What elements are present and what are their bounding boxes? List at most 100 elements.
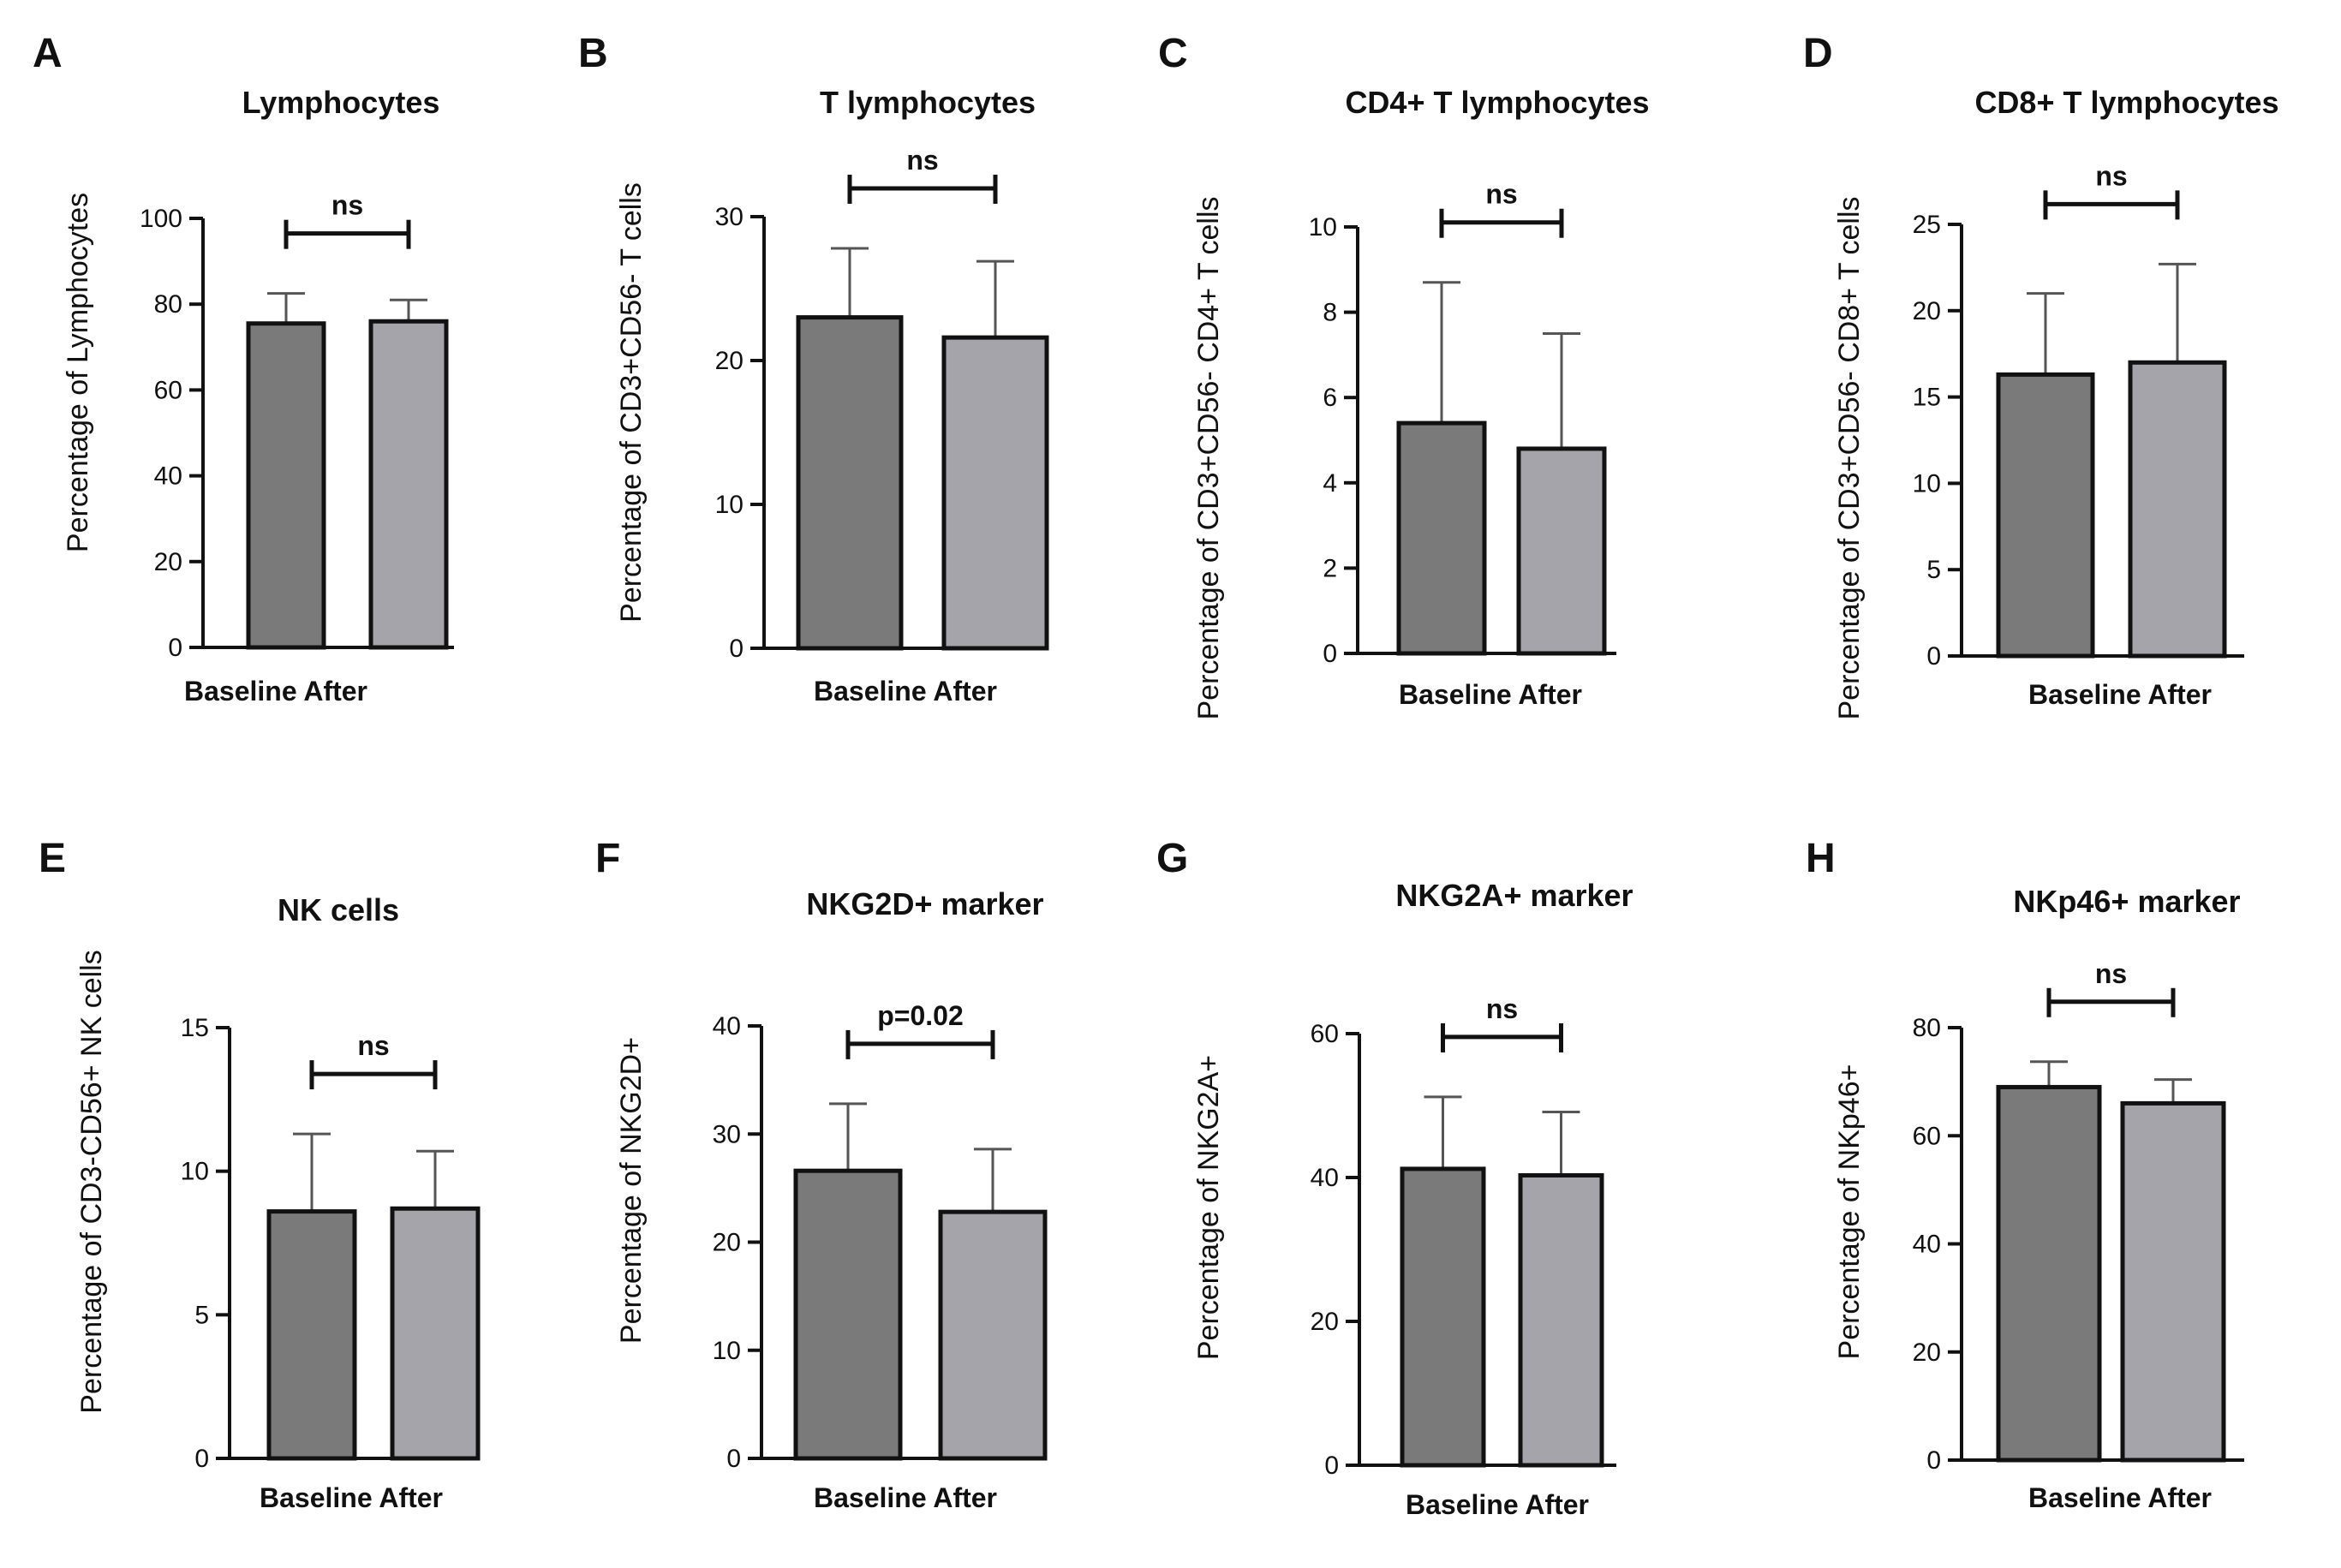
bar-after (2120, 1100, 2226, 1463)
y-tick-label: 100 (140, 205, 182, 233)
chart-title: CD4+ T lymphocytes (1345, 85, 1649, 120)
bar-baseline (796, 315, 904, 651)
y-tick-label: 25 (1913, 211, 1941, 239)
y-tick-label: 10 (1913, 469, 1941, 498)
chart-title: Lymphocytes (242, 85, 440, 120)
x-category-labels: Baseline After (2028, 679, 2212, 710)
y-tick-label: 60 (154, 376, 182, 404)
y-tick-label: 20 (1913, 1338, 1941, 1367)
chart-panel-e: E NK cells Percentage of CD3-CD56+ NK cell… (39, 836, 481, 1513)
y-tick-label: 20 (1311, 1308, 1339, 1336)
significance-label: ns (2095, 958, 2127, 989)
y-tick-label: 5 (194, 1301, 209, 1329)
y-tick-label: 0 (168, 634, 182, 662)
y-tick-label: 60 (1913, 1122, 1941, 1150)
y-tick-label: 10 (713, 1337, 741, 1365)
x-category-labels: Baseline After (814, 1482, 997, 1513)
y-tick-label: 20 (154, 548, 182, 576)
panel-letter: A (33, 31, 63, 76)
y-axis-label: Percentage of NKG2D+ (615, 1037, 648, 1344)
y-tick-label: 0 (729, 635, 744, 663)
chart-title: NKG2A+ marker (1395, 878, 1633, 913)
y-tick-label: 80 (1913, 1014, 1941, 1042)
x-category-labels: Baseline After (1399, 679, 1582, 710)
bar-baseline (1996, 1084, 2102, 1463)
panel-letter: C (1158, 31, 1188, 76)
x-category-labels: Baseline After (184, 676, 367, 706)
bar-baseline (246, 321, 326, 650)
y-axis-label: Percentage of CD3+CD56- CD8+ T cells (1833, 196, 1866, 719)
bar-baseline (1996, 372, 2095, 659)
y-axis-label: Percentage of NKG2A+ (1192, 1055, 1225, 1360)
significance-label: p=0.02 (877, 1000, 964, 1031)
chart-panel-a: A Lymphocytes Percentage of Lymphocytes 0 20… (33, 31, 454, 706)
y-tick-label: 30 (715, 203, 744, 231)
y-tick-label: 0 (1926, 642, 1941, 671)
y-tick-label: 20 (1913, 297, 1941, 325)
y-axis-label: Percentage of Lymphocytes (62, 193, 94, 552)
y-tick-label: 40 (1311, 1164, 1339, 1192)
bar-after (941, 335, 1049, 651)
y-tick-label: 20 (713, 1229, 741, 1257)
y-axis-label: Percentage of CD3+CD56- T cells (615, 182, 648, 623)
y-tick-label: 0 (726, 1445, 741, 1473)
significance-label: ns (1485, 179, 1517, 210)
x-category-labels: Baseline After (2028, 1482, 2212, 1513)
y-tick-label: 60 (1311, 1020, 1339, 1048)
significance-label: ns (906, 145, 938, 176)
bar-baseline (1400, 1166, 1486, 1468)
significance-label: ns (357, 1030, 389, 1061)
y-tick-label: 40 (1913, 1231, 1941, 1259)
y-tick-label: 0 (1324, 1452, 1339, 1480)
chart-panel-c: C CD4+ T lymphocytes Percentage of CD3+CD5… (1158, 31, 1650, 720)
chart-title: CD8+ T lymphocytes (1974, 85, 2278, 120)
chart-panel-d: D CD8+ T lymphocytes Percentage of CD3+CD5… (1803, 31, 2279, 720)
y-tick-label: 10 (715, 491, 744, 519)
panel-letter: E (39, 836, 66, 881)
chart-panel-g: G NKG2A+ marker Percentage of NKG2A+ 0 20 40 6… (1156, 836, 1633, 1520)
y-axis-label: Percentage of CD3+CD56- CD4+ T cells (1192, 196, 1225, 719)
chart-panel-f: F NKG2D+ marker Percentage of NKG2D+ 0 10 20 3… (595, 836, 1048, 1513)
y-tick-label: 0 (1323, 640, 1337, 668)
chart-title: NKG2D+ marker (806, 886, 1043, 921)
y-tick-label: 2 (1323, 554, 1337, 582)
y-tick-label: 0 (194, 1445, 209, 1473)
chart-panel-b: B T lymphocytes Percentage of CD3+CD56- T … (578, 31, 1049, 706)
bar-after (1518, 1172, 1604, 1468)
y-tick-label: 80 (154, 290, 182, 319)
bar-baseline (1396, 420, 1487, 656)
x-category-labels: Baseline After (814, 676, 997, 706)
y-tick-label: 10 (1309, 213, 1337, 241)
significance-label: ns (1486, 993, 1518, 1024)
x-category-labels: Baseline After (260, 1482, 443, 1513)
y-tick-label: 30 (713, 1120, 741, 1148)
panel-letter: B (578, 31, 608, 76)
y-tick-label: 40 (713, 1012, 741, 1040)
bar-after (390, 1206, 481, 1461)
y-tick-label: 15 (1913, 384, 1941, 412)
panel-letter: D (1803, 31, 1833, 76)
bar-after (2128, 360, 2227, 659)
y-tick-label: 8 (1323, 299, 1337, 327)
y-tick-label: 40 (154, 462, 182, 491)
chart-title: T lymphocytes (820, 85, 1036, 120)
chart-title: NK cells (278, 892, 399, 927)
bar-after (368, 319, 449, 650)
significance-label: ns (331, 190, 363, 221)
chart-title: NKp46+ marker (2013, 884, 2240, 919)
chart-panel-h: H NKp46+ marker Percentage of NKp46+ 0 20 40 6… (1806, 836, 2244, 1513)
y-tick-label: 15 (181, 1014, 209, 1042)
bar-after (1516, 446, 1607, 656)
significance-label: ns (2095, 160, 2127, 191)
bar-after (938, 1209, 1048, 1461)
y-axis-label: Percentage of NKp46+ (1833, 1064, 1866, 1360)
panel-letter: F (595, 836, 620, 881)
y-tick-label: 20 (715, 347, 744, 375)
bar-baseline (793, 1168, 903, 1461)
y-tick-label: 4 (1323, 469, 1337, 498)
bar-baseline (266, 1209, 357, 1461)
y-tick-label: 10 (181, 1158, 209, 1186)
y-tick-label: 5 (1926, 556, 1941, 584)
y-axis-label: Percentage of CD3-CD56+ NK cells (75, 950, 108, 1413)
